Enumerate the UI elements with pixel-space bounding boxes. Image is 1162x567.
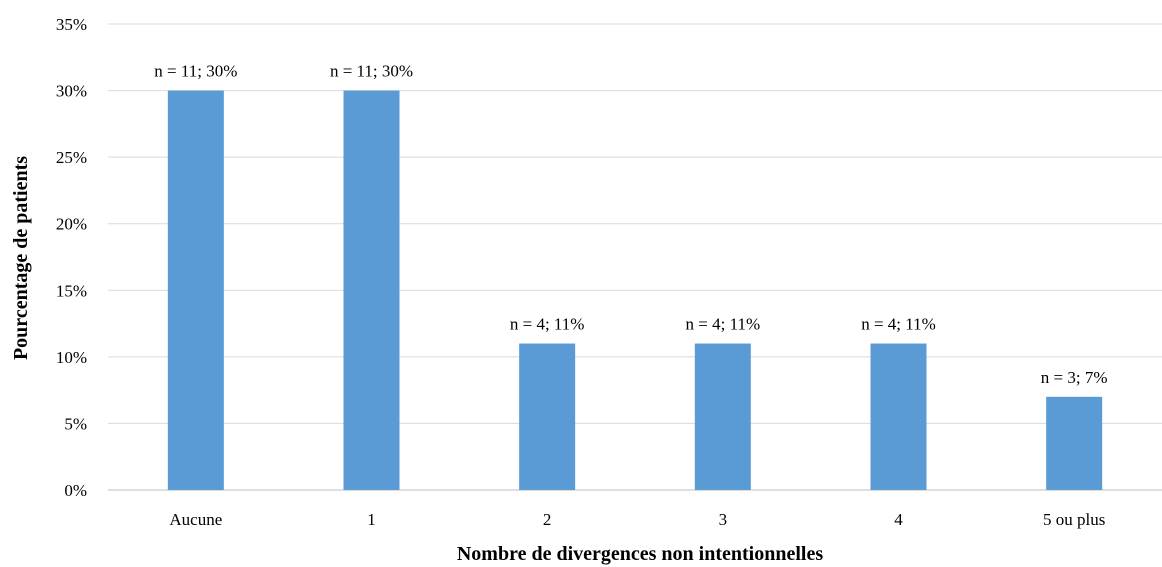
x-tick-label: 3 <box>719 510 728 529</box>
y-tick-label: 35% <box>56 15 87 34</box>
y-tick-label: 0% <box>64 481 87 500</box>
y-axis-ticks: 0% 5% 10% 15% 20% 25% 30% 35% <box>56 15 87 500</box>
bar <box>870 343 927 490</box>
data-labels: n = 11; 30% n = 11; 30% n = 4; 11% n = 4; 1… <box>154 62 1107 387</box>
bar <box>694 343 751 490</box>
bar <box>167 90 224 491</box>
y-tick-label: 15% <box>56 281 87 300</box>
data-label: n = 4; 11% <box>686 315 761 334</box>
gridlines <box>108 23 1162 491</box>
bars <box>167 90 1103 491</box>
bar <box>519 343 576 490</box>
data-label: n = 11; 30% <box>330 62 413 81</box>
data-label: n = 4; 11% <box>510 315 585 334</box>
data-label: n = 3; 7% <box>1041 368 1108 387</box>
y-tick-label: 30% <box>56 82 87 101</box>
x-tick-label: 2 <box>543 510 552 529</box>
y-tick-label: 10% <box>56 348 87 367</box>
x-tick-label: 1 <box>367 510 376 529</box>
data-label: n = 4; 11% <box>861 315 936 334</box>
x-tick-label: 5 ou plus <box>1043 510 1105 529</box>
y-tick-label: 5% <box>64 414 87 433</box>
x-tick-label: Aucune <box>169 510 222 529</box>
y-tick-label: 25% <box>56 148 87 167</box>
x-axis-title: Nombre de divergences non intentionnelle… <box>457 543 824 565</box>
y-tick-label: 20% <box>56 215 87 234</box>
bar <box>343 90 400 491</box>
x-tick-label: 4 <box>894 510 903 529</box>
bar <box>1046 396 1103 490</box>
x-axis-ticks: Aucune 1 2 3 4 5 ou plus <box>169 510 1105 529</box>
data-label: n = 11; 30% <box>154 62 237 81</box>
y-axis-title: Pourcentage de patients <box>10 156 32 360</box>
